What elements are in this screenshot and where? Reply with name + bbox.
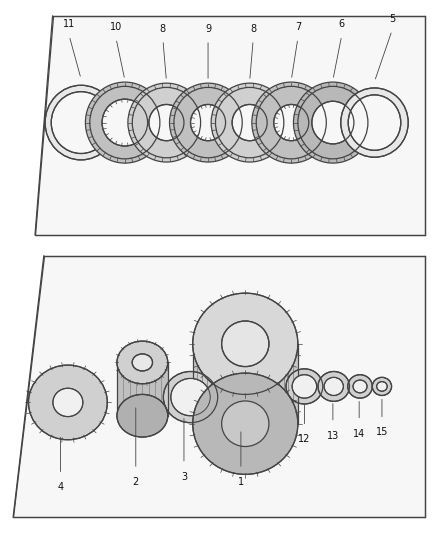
Ellipse shape bbox=[252, 82, 331, 163]
Ellipse shape bbox=[341, 88, 408, 157]
Ellipse shape bbox=[293, 82, 372, 163]
Text: 8: 8 bbox=[160, 23, 166, 34]
Ellipse shape bbox=[372, 377, 392, 395]
Ellipse shape bbox=[348, 95, 401, 150]
Ellipse shape bbox=[286, 369, 323, 404]
Text: 1: 1 bbox=[238, 477, 244, 487]
Ellipse shape bbox=[353, 380, 367, 393]
Ellipse shape bbox=[222, 401, 269, 447]
Ellipse shape bbox=[102, 99, 148, 146]
Text: 15: 15 bbox=[376, 427, 388, 438]
Ellipse shape bbox=[318, 372, 350, 401]
Text: 12: 12 bbox=[298, 434, 311, 445]
Ellipse shape bbox=[193, 293, 298, 394]
Ellipse shape bbox=[324, 377, 343, 395]
Ellipse shape bbox=[191, 104, 226, 141]
Text: 8: 8 bbox=[250, 23, 256, 34]
Ellipse shape bbox=[171, 378, 210, 416]
Ellipse shape bbox=[28, 365, 107, 440]
Ellipse shape bbox=[85, 82, 164, 163]
Text: 6: 6 bbox=[339, 19, 345, 29]
Ellipse shape bbox=[312, 101, 354, 144]
Ellipse shape bbox=[292, 375, 317, 398]
Text: 14: 14 bbox=[353, 429, 365, 439]
Ellipse shape bbox=[222, 321, 269, 367]
Text: 3: 3 bbox=[181, 472, 187, 482]
Ellipse shape bbox=[117, 341, 168, 384]
Ellipse shape bbox=[232, 104, 267, 141]
Text: 4: 4 bbox=[57, 482, 64, 492]
Ellipse shape bbox=[132, 354, 152, 371]
Text: 5: 5 bbox=[389, 14, 395, 24]
Ellipse shape bbox=[149, 104, 184, 141]
FancyBboxPatch shape bbox=[117, 362, 168, 416]
Ellipse shape bbox=[128, 83, 205, 162]
Text: 11: 11 bbox=[63, 19, 75, 29]
Ellipse shape bbox=[377, 382, 387, 391]
Text: 13: 13 bbox=[327, 431, 339, 441]
Ellipse shape bbox=[348, 375, 372, 398]
Text: 7: 7 bbox=[295, 22, 301, 32]
Ellipse shape bbox=[170, 83, 247, 162]
Ellipse shape bbox=[211, 83, 288, 162]
Text: 9: 9 bbox=[205, 23, 211, 34]
Ellipse shape bbox=[274, 104, 309, 141]
Polygon shape bbox=[13, 256, 425, 517]
FancyBboxPatch shape bbox=[193, 344, 298, 424]
Text: 10: 10 bbox=[110, 22, 122, 32]
Polygon shape bbox=[35, 16, 425, 235]
Ellipse shape bbox=[193, 373, 298, 474]
Ellipse shape bbox=[45, 85, 117, 160]
Ellipse shape bbox=[163, 372, 218, 423]
Text: 2: 2 bbox=[133, 477, 139, 487]
Ellipse shape bbox=[117, 394, 168, 437]
Ellipse shape bbox=[51, 92, 111, 154]
Ellipse shape bbox=[53, 388, 83, 417]
